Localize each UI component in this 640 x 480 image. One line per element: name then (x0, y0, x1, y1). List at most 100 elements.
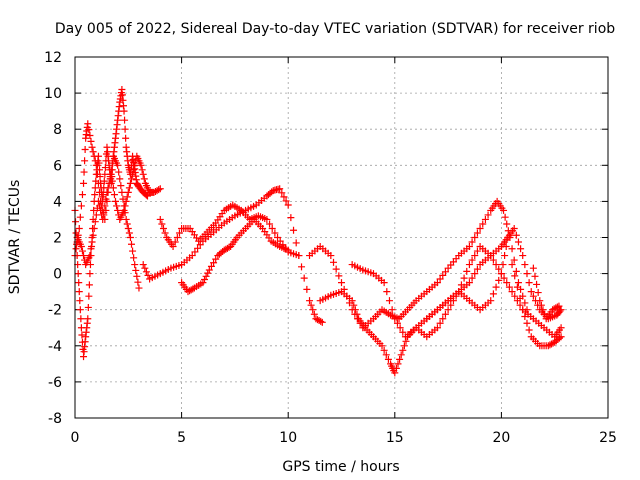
data-point-interp (74, 270, 82, 278)
data-point-interp (525, 326, 533, 334)
data-point-interp (447, 301, 455, 309)
data-point-interp (94, 179, 102, 187)
data-point (510, 224, 518, 232)
data-point-interp (495, 276, 503, 284)
data-point-interp (134, 278, 142, 286)
data-point-interp (77, 202, 85, 210)
data-point-interp (473, 229, 481, 237)
data-point-interp (127, 175, 135, 183)
data-point-interp (511, 272, 519, 280)
data-point (103, 188, 111, 196)
data-point-interp (503, 279, 511, 287)
data-point-interp (473, 247, 481, 255)
data-point-interp (512, 267, 520, 275)
data-point-interp (533, 280, 541, 288)
data-point (131, 261, 139, 269)
data-point-interp (126, 179, 134, 187)
x-tick-label: 10 (279, 430, 297, 446)
data-point (156, 185, 164, 193)
data-point-interp (75, 279, 83, 287)
data-point (284, 201, 292, 209)
data-point (107, 170, 115, 178)
data-point-interp (282, 197, 290, 205)
data-point (84, 120, 92, 128)
data-point (118, 188, 126, 196)
data-point (263, 215, 271, 223)
data-point-interp (84, 303, 92, 311)
data-point-interp (96, 188, 104, 196)
data-point (378, 342, 386, 350)
data-point (327, 252, 335, 260)
data-point (380, 279, 388, 287)
x-tick-label: 15 (386, 430, 404, 446)
data-point (476, 224, 484, 232)
data-point (75, 224, 83, 232)
data-point-interp (121, 125, 129, 133)
data-point (90, 224, 98, 232)
data-point-interp (468, 274, 476, 282)
data-point-interp (158, 220, 166, 228)
data-point-interp (332, 265, 340, 273)
data-point-interp (309, 306, 317, 314)
data-point-interp (517, 245, 525, 253)
data-point (77, 243, 85, 251)
data-point-interp (516, 301, 524, 309)
data-point-interp (133, 272, 141, 280)
data-point-interp (101, 202, 109, 210)
data-points (71, 85, 565, 377)
data-point-interp (100, 177, 108, 185)
data-point (99, 215, 107, 223)
data-point-interp (131, 161, 139, 169)
y-tick-label: -2 (48, 303, 62, 319)
grid-lines (75, 57, 608, 418)
data-point-interp (514, 238, 522, 246)
data-point-interp (383, 288, 391, 296)
data-point-interp (525, 279, 533, 287)
data-point-interp (144, 271, 152, 279)
data-point-interp (484, 211, 492, 219)
data-point-interp (212, 255, 220, 263)
data-point (129, 170, 137, 178)
series-arc-3 (73, 152, 164, 269)
data-point-interp (492, 283, 500, 291)
y-tick-label: -4 (48, 339, 62, 355)
data-point-interp (194, 244, 202, 252)
data-point-interp (521, 312, 529, 320)
data-point (318, 318, 326, 326)
data-point (508, 288, 516, 296)
data-point-interp (110, 191, 118, 199)
series-arc-12 (529, 264, 563, 323)
data-point (529, 264, 537, 272)
data-point (465, 279, 473, 287)
data-point-interp (521, 299, 529, 307)
data-point (86, 252, 94, 260)
y-tick-label: -8 (48, 411, 62, 427)
data-point-interp (396, 324, 404, 332)
data-point-interp (481, 215, 489, 223)
data-point (122, 215, 130, 223)
data-point-interp (396, 355, 404, 363)
y-tick-label: 6 (53, 158, 62, 174)
data-point (276, 185, 284, 193)
series-arc-5 (156, 201, 303, 260)
data-point-interp (499, 261, 507, 269)
data-point-interp (78, 331, 86, 339)
data-point-interp (122, 197, 130, 205)
y-tick-label: 2 (53, 231, 62, 247)
data-point (124, 188, 132, 196)
data-point-interp (300, 274, 308, 282)
data-point (536, 297, 544, 305)
data-point (500, 206, 508, 214)
data-point (465, 261, 473, 269)
data-point-interp (489, 256, 497, 264)
data-point (274, 234, 282, 241)
data-point-interp (353, 310, 361, 318)
data-point-interp (99, 191, 107, 199)
data-point-interp (534, 289, 542, 297)
data-point-interp (77, 315, 85, 323)
x-tick-label: 25 (599, 430, 617, 446)
data-point-interp (392, 364, 400, 372)
data-point (391, 315, 399, 323)
data-point (156, 215, 164, 223)
data-point (514, 279, 522, 287)
